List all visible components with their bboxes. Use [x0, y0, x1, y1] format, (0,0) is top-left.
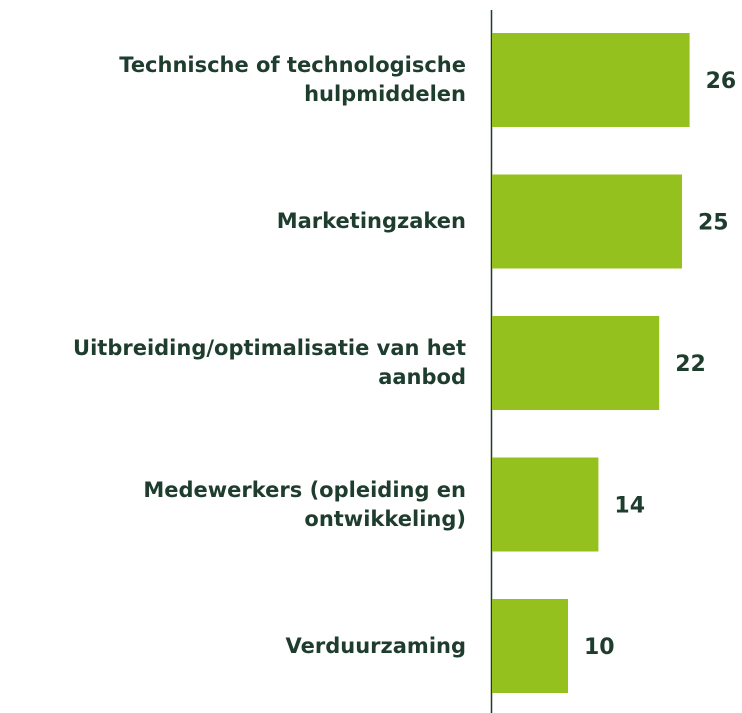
- category-label: Medewerkers (opleiding en ontwikkeling): [0, 458, 466, 552]
- category-text: Medewerkers (opleiding en ontwikkeling): [143, 477, 466, 531]
- category-text: Uitbreiding/optimalisatie van het aanbod: [73, 336, 466, 389]
- category-text: Verduurzaming: [285, 633, 466, 658]
- value-label: 25: [698, 211, 729, 236]
- bar: [492, 33, 690, 127]
- value-label: 14: [614, 494, 645, 519]
- category-text: Technische of technologische hulpmiddele…: [119, 53, 466, 106]
- category-label: Verduurzaming: [0, 599, 466, 693]
- category-label: Technische of technologische hulpmiddele…: [0, 33, 466, 127]
- category-label: Uitbreiding/optimalisatie van het aanbod: [0, 316, 466, 410]
- value-label: 10: [584, 635, 615, 660]
- value-label: 22: [675, 352, 706, 377]
- bar: [492, 599, 568, 693]
- bar: [492, 316, 660, 410]
- bar: [492, 174, 682, 269]
- value-label: 26: [706, 69, 737, 94]
- bar: [492, 457, 599, 552]
- category-text: Marketingzaken: [276, 209, 466, 233]
- category-label: Marketingzaken: [0, 175, 466, 269]
